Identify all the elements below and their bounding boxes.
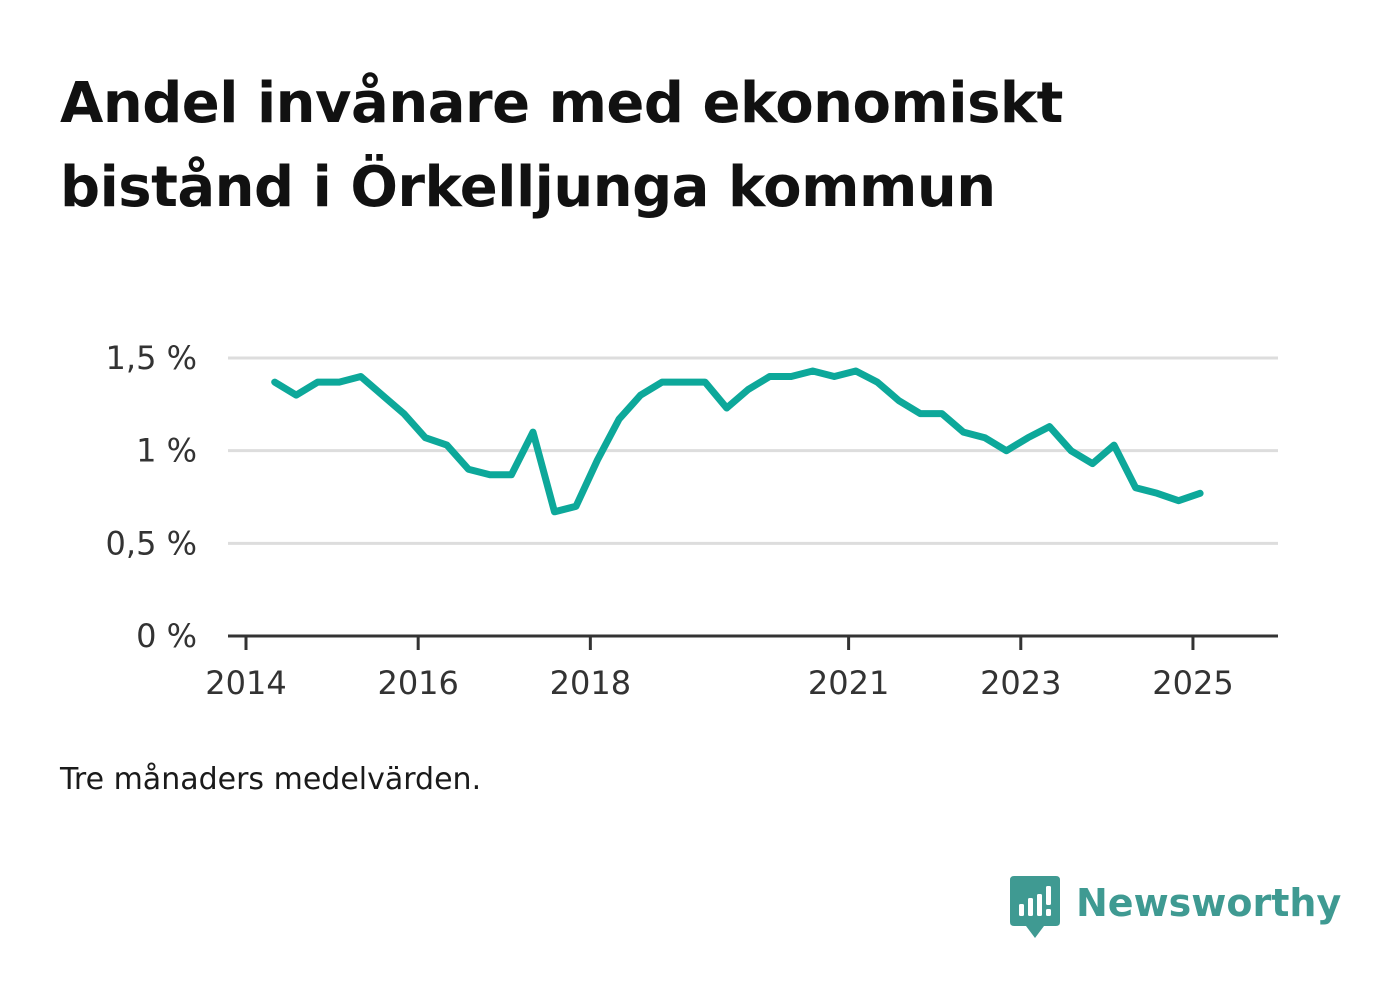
brand-logo-link[interactable]: Newsworthy — [1010, 876, 1341, 942]
y-tick-label: 0,5 % — [106, 524, 197, 562]
series-layer — [271, 367, 1204, 516]
y-tick-label: 1,5 % — [106, 339, 197, 377]
x-tick-label: 2023 — [980, 664, 1061, 702]
chart-title: Andel invånare med ekonomiskt bistånd i … — [60, 71, 1063, 220]
x-tick-label: 2021 — [808, 664, 889, 702]
x-tick-label: 2025 — [1152, 664, 1233, 702]
x-tick-label: 2016 — [377, 664, 458, 702]
brand-name: Newsworthy — [1076, 881, 1342, 925]
x-tick-label: 2014 — [205, 664, 286, 702]
y-axis-tick-labels: 0 % 0,5 % 1 % 1,5 % — [106, 339, 197, 655]
y-tick-label: 0 % — [136, 617, 197, 655]
y-tick-label: 1 % — [136, 432, 197, 470]
x-axis: 2014 2016 2018 2021 2023 2025 — [205, 634, 1278, 702]
x-tick-label: 2018 — [550, 664, 631, 702]
series-line — [271, 367, 1204, 516]
chart-caption: Tre månaders medelvärden. — [60, 762, 482, 797]
bar-chart-speech-bubble-icon — [1010, 876, 1060, 938]
